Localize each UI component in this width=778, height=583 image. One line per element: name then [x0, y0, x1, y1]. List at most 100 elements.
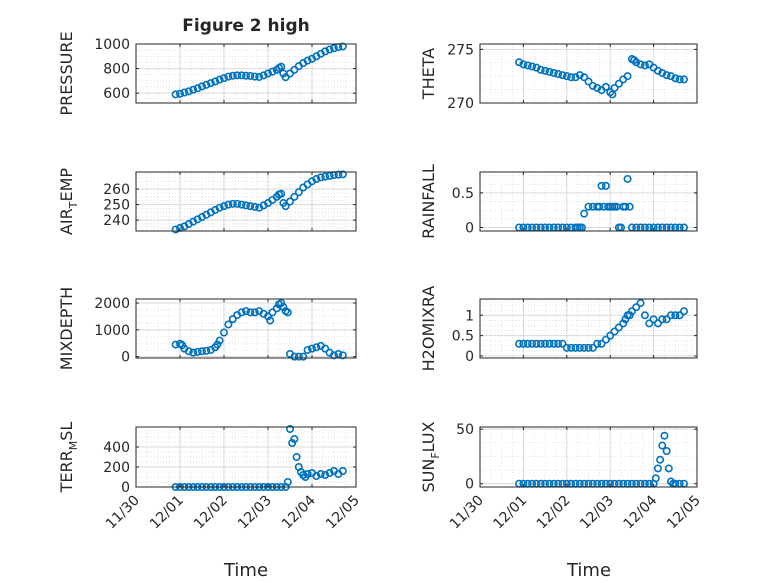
x-tick-label: 12/02 [534, 493, 574, 533]
data-point [519, 339, 528, 348]
data-point [316, 469, 325, 478]
data-point [290, 352, 299, 361]
data-point [220, 328, 229, 337]
data-point [614, 79, 623, 88]
panel-terr-msl: 11/30 12/01 12/02 12/03 12/04 12/05 0 200 400 TER… [57, 422, 363, 533]
data-point [601, 181, 610, 190]
x-tick-label: 12/02 [191, 493, 231, 533]
y-tick-label: 2000 [94, 296, 130, 312]
data-point [316, 173, 325, 182]
y-axis-label: SUNFLUX [419, 421, 442, 492]
y-tick-label: 250 [103, 198, 130, 214]
data-point [338, 170, 347, 179]
data-point [224, 200, 233, 209]
axes-box [479, 298, 698, 359]
data-point [312, 343, 321, 352]
data-point [329, 44, 338, 53]
data-point [290, 192, 299, 201]
data-point [279, 303, 288, 312]
y-axis-label: MIXDEPTH [57, 287, 76, 370]
data-point [523, 339, 532, 348]
data-point [233, 199, 242, 208]
y-tick-label: 50 [456, 422, 474, 438]
y-tick-label: 0 [465, 349, 474, 365]
data-point [528, 339, 537, 348]
y-axis-label: AIRTEMP [57, 168, 80, 235]
x-axis-label-left: Time [223, 560, 268, 581]
data-point [575, 71, 584, 80]
data-point [184, 347, 193, 356]
data-point [283, 308, 292, 317]
data-point [632, 303, 641, 312]
data-point [660, 431, 669, 440]
data-point [292, 452, 301, 461]
y-tick-label: 0.5 [452, 329, 474, 345]
data-point [610, 83, 619, 92]
y-tick-label: 1 [465, 308, 474, 324]
data-point [325, 468, 334, 477]
data-point [211, 77, 220, 86]
data-point [601, 82, 610, 91]
axes-box [135, 171, 357, 232]
data-point [224, 72, 233, 81]
data-point [536, 339, 545, 348]
data-point [233, 71, 242, 80]
data-point [281, 202, 290, 211]
data-point [255, 72, 264, 81]
data-point [597, 339, 606, 348]
data-point [198, 82, 207, 91]
data-point [220, 74, 229, 83]
data-point [593, 83, 602, 92]
data-point [584, 202, 593, 211]
data-point [627, 307, 636, 316]
data-point [562, 343, 571, 352]
data-point [645, 319, 654, 328]
data-point [630, 56, 639, 65]
data-point [184, 87, 193, 96]
data-point [567, 343, 576, 352]
y-tick-label: 800 [103, 62, 130, 78]
panel-theta: 270 275 THETA [419, 42, 698, 112]
y-tick-label: 0 [465, 221, 474, 237]
x-tick-label: 12/01 [147, 493, 187, 533]
data-point [562, 72, 571, 81]
axes-box [135, 43, 357, 104]
data-point [666, 477, 675, 486]
y-axis-label: H2OMIXRA [419, 286, 438, 372]
data-point [312, 174, 321, 183]
y-tick-label: 240 [103, 213, 130, 229]
data-point [593, 339, 602, 348]
data-point [237, 200, 246, 209]
data-point [189, 348, 198, 357]
data-point [651, 474, 660, 483]
data-point [614, 323, 623, 332]
data-point [250, 308, 259, 317]
panel-h2omixra: 0 0.5 1 H2OMIXRA [419, 286, 698, 372]
data-point [334, 349, 343, 358]
data-point [338, 466, 347, 475]
data-point [662, 315, 671, 324]
data-point [215, 75, 224, 84]
axes-box [135, 298, 357, 359]
data-point [338, 42, 347, 51]
y-tick-label: 0 [121, 480, 130, 496]
data-point [198, 347, 207, 356]
data-point [580, 209, 589, 218]
data-point [321, 172, 330, 181]
data-point [325, 171, 334, 180]
data-point [321, 47, 330, 56]
data-point [180, 88, 189, 97]
data-point [220, 202, 229, 211]
data-point [621, 202, 630, 211]
data-point [193, 84, 202, 93]
data-point [263, 312, 272, 321]
y-tick-label: 0.5 [452, 186, 474, 202]
data-point [658, 441, 667, 450]
data-point [653, 319, 662, 328]
y-tick-label: 1000 [94, 323, 130, 339]
data-point [523, 61, 532, 70]
data-point [246, 71, 255, 80]
data-point [294, 188, 303, 197]
